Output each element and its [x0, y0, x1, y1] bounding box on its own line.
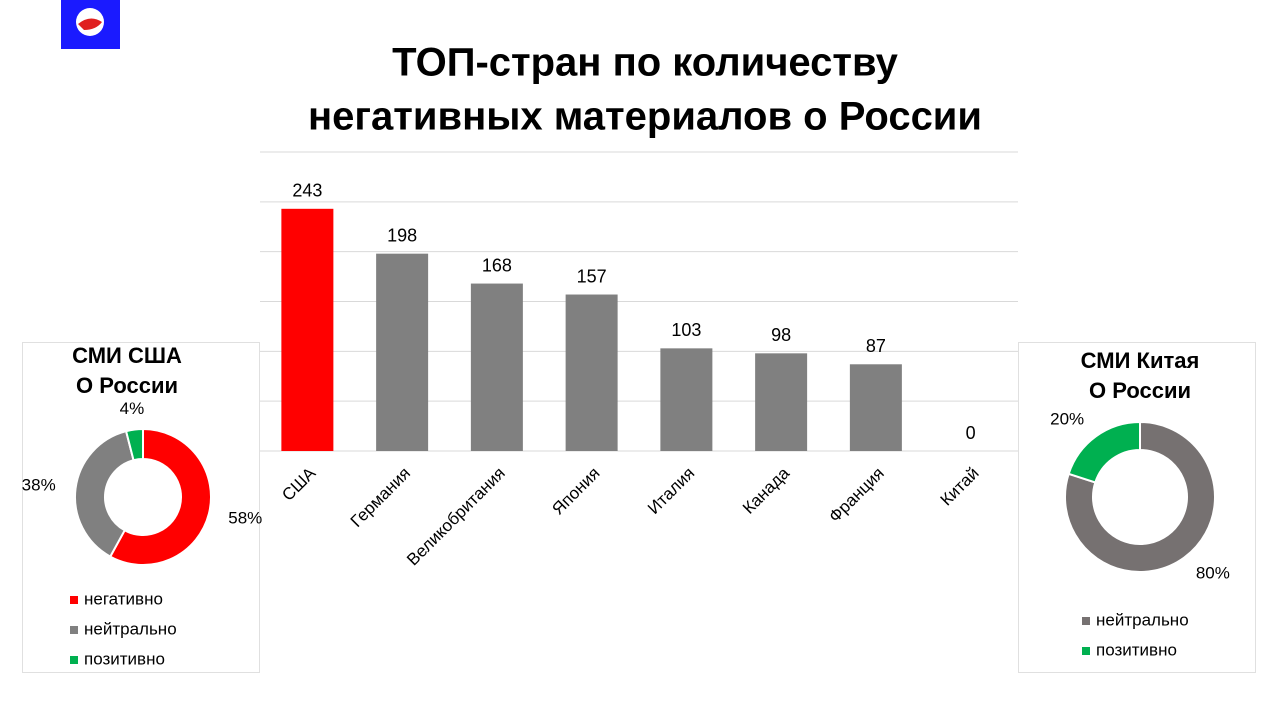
- x-tick-label: США: [278, 463, 320, 505]
- pie-segment: [1064, 420, 1216, 573]
- data-label: 87: [866, 336, 886, 356]
- logo-shape: [78, 18, 102, 30]
- pie-segment: [74, 429, 135, 558]
- chart-title: СМИ США: [72, 343, 182, 368]
- data-label: 243: [292, 181, 322, 201]
- data-label: 80%: [1196, 563, 1230, 582]
- x-tick-label: Франция: [825, 464, 888, 527]
- legend-swatch: [1082, 647, 1090, 655]
- bar: [281, 208, 334, 451]
- legend-swatch: [70, 626, 78, 634]
- chart-title: негативных материалов о России: [308, 95, 982, 139]
- x-tick-label: Италия: [644, 464, 698, 518]
- data-label: 38%: [22, 475, 56, 494]
- x-tick-label: Великобритания: [403, 464, 509, 570]
- data-label: 4%: [120, 399, 145, 418]
- bar: [565, 294, 618, 451]
- legend-swatch: [1082, 617, 1090, 625]
- bar: [849, 364, 902, 451]
- pie-segment: [108, 427, 212, 566]
- pie-segment: [1067, 420, 1141, 484]
- bar: [376, 253, 429, 451]
- legend-swatch: [70, 596, 78, 604]
- legend-label: негативно: [84, 589, 163, 608]
- legend-label: позитивно: [84, 649, 165, 668]
- data-label: 0: [966, 423, 976, 443]
- panel: [22, 342, 260, 673]
- data-label: 157: [577, 266, 607, 286]
- pie-segment: [124, 427, 144, 462]
- bar: [470, 283, 523, 451]
- chart-title: О России: [1089, 378, 1191, 403]
- legend-swatch: [70, 656, 78, 664]
- legend-label: нейтрально: [84, 619, 177, 638]
- chart-title: О России: [76, 373, 178, 398]
- data-label: 103: [671, 320, 701, 340]
- bar: [660, 348, 713, 451]
- data-label: 58%: [228, 508, 262, 527]
- data-label: 168: [482, 255, 512, 275]
- panel: [1018, 342, 1256, 673]
- legend-label: нейтрально: [1096, 610, 1189, 629]
- x-tick-label: Канада: [739, 463, 794, 518]
- x-tick-label: Германия: [347, 464, 414, 531]
- chart-title: СМИ Китая: [1081, 348, 1200, 373]
- data-label: 98: [771, 325, 791, 345]
- data-label: 198: [387, 225, 417, 245]
- chart-title: ТОП-стран по количеству: [392, 41, 898, 85]
- bar: [755, 353, 808, 451]
- legend-label: позитивно: [1096, 640, 1177, 659]
- x-tick-label: Япония: [548, 464, 603, 519]
- x-tick-label: Китай: [937, 464, 983, 510]
- data-label: 20%: [1050, 410, 1084, 429]
